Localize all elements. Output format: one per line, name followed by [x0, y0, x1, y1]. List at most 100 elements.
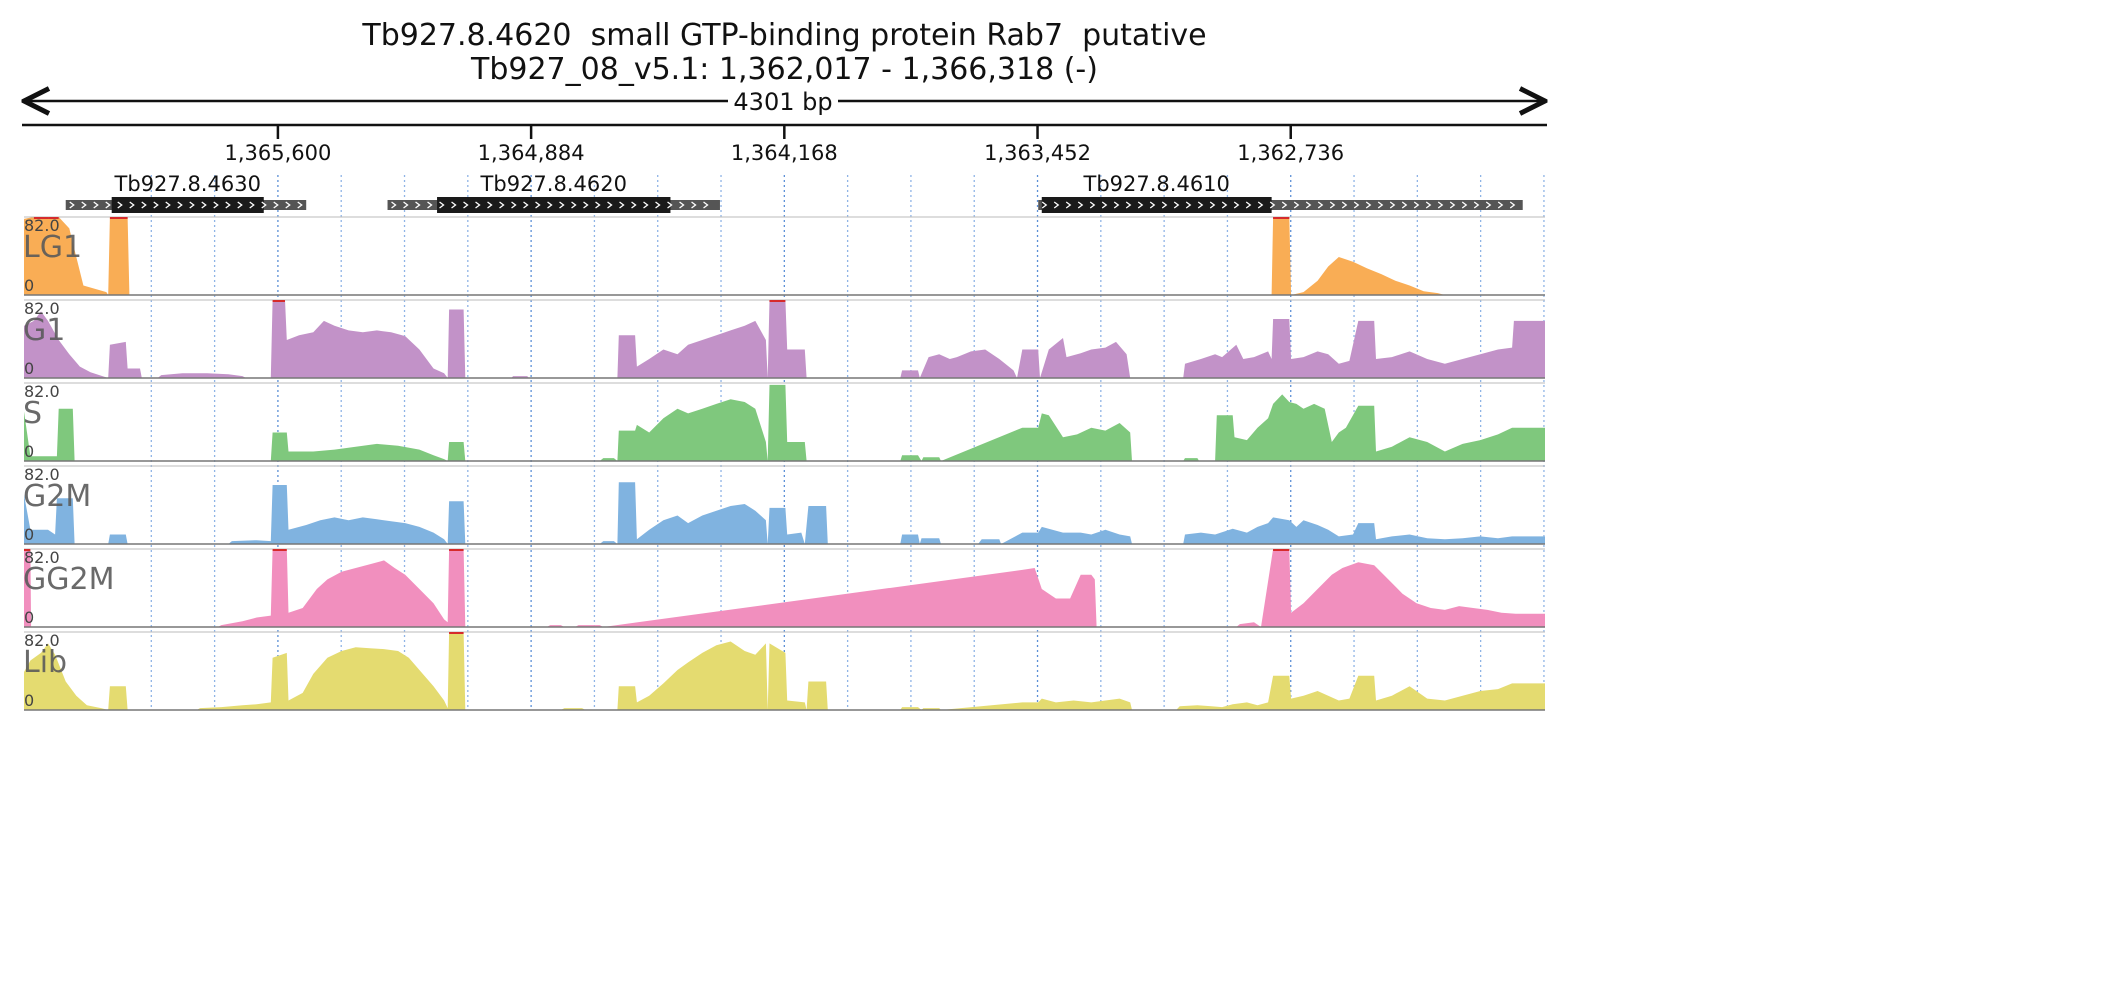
x-axis-ticks: 1,365,600 1,364,884 1,364,168 1,363,452 1,36…	[224, 125, 1344, 165]
x-tick-label: 1,363,452	[984, 141, 1091, 165]
track-ymin-label: 0	[24, 442, 34, 461]
strand-arrow	[499, 201, 505, 209]
strand-arrow	[571, 201, 577, 209]
strand-arrow	[559, 201, 565, 209]
strand-arrow	[1221, 201, 1228, 209]
strand-arrow	[667, 201, 673, 209]
span-label-background	[728, 86, 838, 116]
strand-arrow	[703, 201, 709, 209]
strand-arrow	[1077, 201, 1084, 209]
strand-arrow	[1269, 201, 1276, 209]
track-ymax-label: 82.0	[24, 548, 60, 567]
track-ymax-label: 82.0	[24, 299, 60, 318]
strand-arrow	[1209, 201, 1216, 209]
strand-arrow	[1281, 201, 1288, 209]
strand-arrow	[1173, 201, 1180, 209]
x-tick-label: 1,365,600	[224, 141, 331, 165]
strand-arrow	[249, 201, 255, 209]
strand-arrow	[1449, 201, 1456, 209]
coverage-area-s	[24, 384, 1545, 461]
chart-subtitle: Tb927_08_v5.1: 1,362,017 - 1,366,318 (-)	[471, 52, 1098, 87]
strand-arrow	[285, 201, 291, 209]
strand-arrow	[1137, 201, 1144, 209]
strand-arrow	[225, 201, 231, 209]
strand-arrow	[81, 201, 87, 209]
strand-arrow	[213, 201, 219, 209]
track-ymax-label: 82.0	[24, 631, 60, 650]
strand-arrow	[165, 201, 171, 209]
strand-arrow	[1245, 201, 1252, 209]
x-tick-label: 1,362,736	[1237, 141, 1344, 165]
gene-track: Tb927.8.4630 Tb927.8.4620 Tb927.8.4610	[65, 172, 1523, 213]
strand-arrow	[141, 201, 147, 209]
strand-arrow	[631, 201, 637, 209]
gene-utr	[1038, 200, 1523, 210]
strand-arrow	[391, 201, 397, 209]
strand-arrow	[1341, 201, 1348, 209]
strand-arrow	[105, 201, 111, 209]
strand-arrow	[1053, 201, 1060, 209]
strand-arrow	[1329, 201, 1336, 209]
strand-arrow	[189, 201, 195, 209]
track-name: S	[23, 396, 42, 431]
strand-arrow	[1365, 201, 1372, 209]
gene-cds	[437, 197, 671, 213]
gene-cds	[1041, 197, 1272, 213]
strand-arrow	[415, 201, 421, 209]
strand-arrow	[1401, 201, 1408, 209]
strand-arrow	[607, 201, 613, 209]
gene-cds	[111, 197, 264, 213]
strand-arrow	[643, 201, 649, 209]
coverage-tracks: 82.00LG182.00G182.00S82.00G2M82.00GG2M82…	[23, 216, 1545, 711]
strand-arrow	[1425, 201, 1432, 209]
strand-arrow	[487, 201, 493, 209]
track-ymin-label: 0	[24, 276, 34, 295]
strand-arrow	[619, 201, 625, 209]
track-s: 82.0 0 S	[23, 382, 1545, 462]
coverage-area-g2m	[24, 482, 1545, 544]
strand-arrow	[1509, 201, 1516, 209]
track-name: G2M	[23, 479, 91, 514]
track-ymax-label: 82.0	[24, 465, 60, 484]
strand-arrow	[1305, 201, 1312, 209]
strand-arrow	[1473, 201, 1480, 209]
strand-arrow	[69, 201, 75, 209]
strand-arrow	[463, 201, 469, 209]
strand-arrow	[1161, 201, 1168, 209]
strand-arrow	[523, 201, 529, 209]
strand-arrow	[1497, 201, 1504, 209]
strand-arrow	[201, 201, 207, 209]
strand-arrow	[1293, 201, 1300, 209]
track-ymax-label: 82.0	[24, 216, 60, 235]
strand-arrow	[177, 201, 183, 209]
coverage-area-gg2m	[24, 549, 1545, 627]
strand-arrow	[1089, 201, 1096, 209]
strand-arrow	[1113, 201, 1120, 209]
track-lg1: 82.0 0 LG1	[23, 216, 1545, 296]
track-ymin-label: 0	[24, 691, 34, 710]
strand-arrow	[1185, 201, 1192, 209]
strand-arrow	[1485, 201, 1492, 209]
strand-arrow	[1065, 201, 1072, 209]
strand-arrow	[129, 201, 135, 209]
strand-arrow	[297, 201, 303, 209]
strand-arrow	[535, 201, 541, 209]
strand-arrow	[1353, 201, 1360, 209]
track-name: GG2M	[23, 562, 114, 597]
strand-arrow	[1377, 201, 1384, 209]
strand-arrow	[1041, 201, 1048, 209]
strand-arrow	[451, 201, 457, 209]
strand-arrow	[511, 201, 517, 209]
strand-arrow	[261, 201, 267, 209]
strand-arrow	[1317, 201, 1324, 209]
strand-arrow	[273, 201, 279, 209]
track-g2m: 82.0 0 G2M	[23, 465, 1545, 545]
track-ymin-label: 0	[24, 608, 34, 627]
gene-label: Tb927.8.4620	[480, 172, 627, 196]
x-tick-label: 1,364,168	[731, 141, 838, 165]
strand-arrow	[655, 201, 661, 209]
strand-arrow	[1101, 201, 1108, 209]
track-ymax-label: 82.0	[24, 382, 60, 401]
strand-arrow	[153, 201, 159, 209]
strand-arrow	[237, 201, 243, 209]
